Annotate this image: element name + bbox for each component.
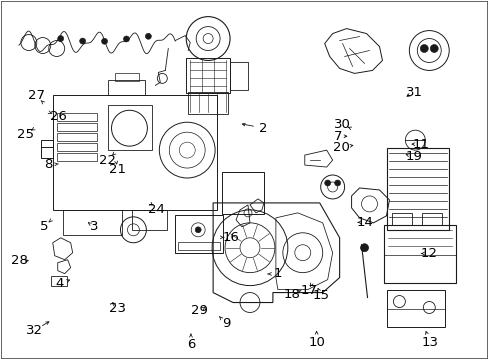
Bar	[107, 80, 145, 95]
Text: 16: 16	[222, 231, 239, 244]
Bar	[53, 95, 217, 210]
Circle shape	[145, 33, 151, 39]
Text: 25: 25	[17, 127, 34, 141]
Bar	[222, 172, 264, 214]
Bar	[175, 215, 223, 253]
Text: 18: 18	[283, 288, 300, 301]
Circle shape	[102, 38, 107, 44]
Bar	[178, 242, 220, 250]
Text: 14: 14	[356, 216, 373, 229]
Text: 7: 7	[333, 130, 342, 143]
Text: 4: 4	[55, 278, 63, 291]
Text: 28: 28	[11, 254, 28, 267]
Text: 13: 13	[420, 336, 437, 348]
Circle shape	[195, 227, 201, 233]
Text: 29: 29	[191, 305, 208, 318]
Text: 24: 24	[148, 203, 165, 216]
Text: 3: 3	[90, 220, 99, 233]
Text: 9: 9	[222, 317, 230, 330]
Bar	[422, 213, 441, 225]
Text: 23: 23	[109, 302, 126, 315]
Circle shape	[58, 36, 63, 41]
Text: 10: 10	[307, 336, 325, 348]
Text: 30: 30	[333, 118, 349, 131]
Text: 12: 12	[419, 247, 436, 260]
Bar	[51, 276, 66, 285]
Bar	[386, 289, 444, 328]
Bar	[62, 210, 122, 235]
Bar	[57, 153, 96, 161]
Circle shape	[334, 180, 340, 186]
Text: 26: 26	[50, 110, 67, 123]
Bar	[188, 92, 227, 114]
Bar	[41, 140, 53, 158]
Circle shape	[429, 45, 437, 53]
Bar	[57, 113, 96, 121]
Bar	[57, 133, 96, 141]
Text: 15: 15	[312, 289, 329, 302]
Text: 21: 21	[109, 163, 126, 176]
Bar	[107, 105, 152, 150]
Bar	[392, 213, 411, 225]
Text: 17: 17	[300, 284, 317, 297]
Text: 27: 27	[27, 89, 44, 102]
Text: 2: 2	[258, 122, 267, 135]
Text: 31: 31	[405, 86, 422, 99]
Bar	[386, 148, 448, 230]
Bar	[114, 73, 139, 81]
Circle shape	[324, 180, 330, 186]
Text: 11: 11	[411, 138, 428, 150]
Bar	[186, 58, 229, 93]
Bar	[57, 123, 96, 131]
Text: 19: 19	[405, 150, 422, 163]
Text: 1: 1	[273, 267, 281, 280]
Bar	[384, 225, 455, 283]
Bar	[132, 210, 167, 230]
Text: 5: 5	[40, 220, 48, 233]
Text: 32: 32	[25, 324, 42, 337]
Text: 20: 20	[333, 140, 349, 153]
Circle shape	[80, 38, 85, 44]
Text: 22: 22	[99, 154, 115, 167]
Circle shape	[123, 36, 129, 42]
Bar	[57, 143, 96, 151]
Bar	[229, 62, 247, 90]
Circle shape	[420, 45, 427, 53]
Circle shape	[360, 244, 368, 252]
Text: 6: 6	[186, 338, 195, 351]
Text: 8: 8	[44, 158, 53, 171]
